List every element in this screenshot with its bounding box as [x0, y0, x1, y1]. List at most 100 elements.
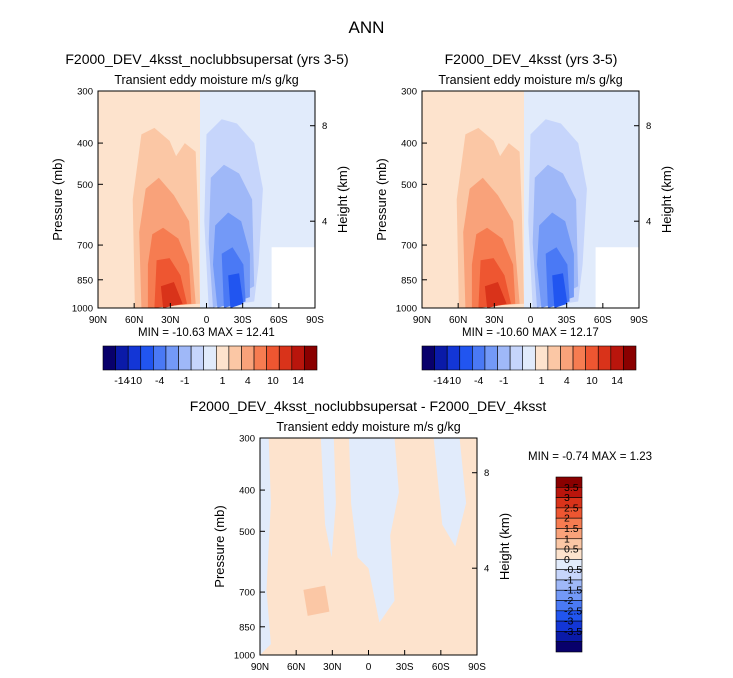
colorbar-label: 2.5 [564, 502, 579, 514]
y-tick-label: 1000 [72, 304, 93, 315]
colorbar-label: 1 [564, 533, 570, 545]
colorbar: -14-10 -4 -1 1 4 10 14 [421, 345, 637, 387]
y2-tick-label: 4 [646, 217, 651, 228]
colorbar-swatch [203, 345, 217, 371]
colorbar-label: -10 [127, 375, 142, 387]
colorbar-swatch [623, 345, 637, 371]
colorbar-label: -14 [433, 375, 448, 387]
y-tick-label: 700 [239, 588, 255, 599]
colorbar-swatch [597, 345, 612, 371]
colorbar-swatch [509, 345, 524, 371]
colorbar-label: 1.5 [564, 523, 579, 535]
contour-fill [433, 438, 467, 547]
colorbar-label: 10 [267, 375, 279, 387]
min-label: MIN = [528, 451, 559, 463]
x-tick-label: 60S [432, 662, 450, 673]
colorbar-label: -4 [155, 375, 164, 387]
colorbar-label: -10 [446, 375, 461, 387]
chart-title: F2000_DEV_4ksst (yrs 3-5) [445, 51, 618, 67]
colorbar-swatch [178, 345, 192, 371]
y-tick-label: 850 [401, 275, 417, 286]
x-tick-label: 30N [323, 662, 341, 673]
y2-tick-label: 8 [484, 468, 489, 479]
min-label: MIN = [138, 327, 169, 339]
x-tick-label: 90S [306, 315, 324, 326]
contour-fill [228, 273, 244, 308]
colorbar-label: 2 [564, 513, 570, 525]
colorbar-label: 4 [564, 375, 570, 387]
colorbar-label: -4 [474, 375, 483, 387]
y2-axis-label: Height (km) [659, 166, 674, 233]
y-tick-label: 400 [77, 139, 93, 150]
colorbar-label: 1 [220, 375, 226, 387]
min-value: -0.74 [559, 451, 589, 463]
x-tick-label: 30N [485, 315, 503, 326]
contour-fill [303, 585, 330, 616]
y-tick-label: 500 [239, 527, 255, 538]
max-value: 1.23 [626, 451, 652, 463]
x-tick-label: 30N [161, 315, 179, 326]
colorbar-swatch [140, 345, 154, 371]
y-axis-label: Pressure (mb) [50, 158, 65, 240]
colorbar-label: 3.5 [564, 482, 579, 494]
colorbar: -14-10 -4 -1 1 4 10 14 [102, 345, 318, 387]
x-tick-label: 90N [413, 315, 431, 326]
colorbar-swatch [278, 345, 293, 371]
colorbar-label: 10 [586, 375, 598, 387]
y-tick-label: 850 [239, 622, 255, 633]
contour-fill [260, 438, 271, 655]
y-tick-label: 500 [401, 180, 417, 191]
colorbar-swatch [555, 641, 583, 653]
x-tick-label: 30S [234, 315, 252, 326]
colorbar-swatch [266, 345, 280, 371]
x-tick-label: 0 [366, 662, 372, 673]
x-tick-label: 60N [125, 315, 143, 326]
max-label: MAX = [588, 451, 626, 463]
colorbar-label: 4 [245, 375, 251, 387]
y-tick-label: 1000 [396, 304, 417, 315]
y-tick-label: 1000 [234, 651, 255, 662]
colorbar-swatch [484, 345, 498, 371]
x-tick-label: 60S [594, 315, 612, 326]
y2-axis-label: Height (km) [497, 513, 512, 580]
y2-tick-label: 4 [322, 217, 327, 228]
colorbar-label: -3.5 [564, 626, 582, 638]
colorbar-swatch [291, 345, 305, 371]
min-value: -10.63 [169, 327, 205, 339]
colorbar-swatch [241, 345, 255, 371]
colorbar-label: -1 [564, 574, 573, 586]
x-tick-label: 30S [396, 662, 414, 673]
y-tick-label: 300 [77, 87, 93, 98]
colorbar-label: 14 [292, 375, 304, 387]
y-tick-label: 500 [77, 180, 93, 191]
x-tick-label: 0 [528, 315, 534, 326]
y2-tick-label: 8 [646, 121, 651, 132]
colorbar-swatch [459, 345, 473, 371]
colorbar-label: -1 [499, 375, 508, 387]
min-max-stats: MIN = -0.74 MAX = 1.23 [528, 451, 652, 463]
colorbar-swatch [522, 345, 536, 371]
chart-title: F2000_DEV_4ksst_noclubbsupersat (yrs 3-5… [65, 51, 348, 67]
x-tick-label: 30S [558, 315, 576, 326]
colorbar-swatch [228, 345, 242, 371]
y-axis-label: Pressure (mb) [212, 505, 227, 587]
figure-title: ANN [348, 18, 385, 37]
max-value: 12.41 [243, 327, 275, 339]
x-tick-label: 60N [287, 662, 305, 673]
y-tick-label: 300 [239, 434, 255, 445]
max-value: 12.17 [567, 327, 599, 339]
colorbar-swatch [127, 345, 142, 371]
colorbar-swatch [153, 345, 167, 371]
missing-data-region [271, 247, 315, 308]
colorbar-swatch [102, 345, 116, 371]
y-axis-label: Pressure (mb) [374, 158, 389, 240]
colorbar-swatch [446, 345, 461, 371]
contour-fill [160, 282, 183, 308]
colorbar-swatch [215, 345, 230, 371]
x-tick-label: 60N [449, 315, 467, 326]
x-tick-label: 90S [630, 315, 648, 326]
colorbar-label: -2.5 [564, 605, 582, 617]
x-tick-label: 0 [204, 315, 210, 326]
colorbar-swatch [253, 345, 267, 371]
colorbar-label: 1 [539, 375, 545, 387]
